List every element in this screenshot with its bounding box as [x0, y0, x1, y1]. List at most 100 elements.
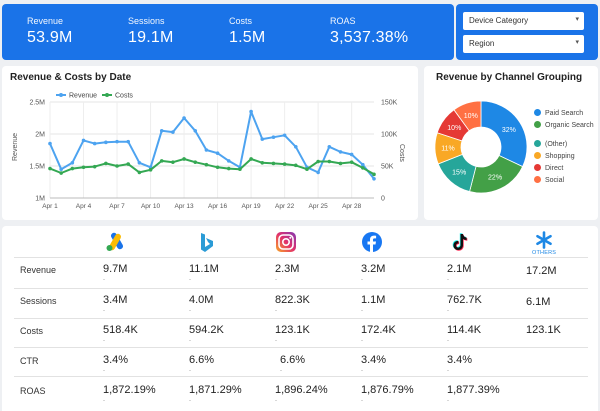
- data-point-revenue[interactable]: [193, 129, 198, 133]
- data-point-revenue[interactable]: [126, 139, 131, 144]
- data-point-costs[interactable]: [282, 162, 287, 166]
- data-point-revenue[interactable]: [204, 148, 209, 152]
- row-label: Costs: [20, 326, 44, 336]
- data-point-costs[interactable]: [148, 168, 153, 172]
- data-point-costs[interactable]: [137, 170, 142, 175]
- data-point-costs[interactable]: [193, 160, 198, 164]
- data-point-revenue[interactable]: [137, 161, 142, 165]
- data-point-costs[interactable]: [305, 167, 309, 171]
- data-point-costs[interactable]: [215, 165, 220, 170]
- data-point-costs[interactable]: [316, 159, 320, 164]
- dropdown-label: Region: [469, 39, 495, 48]
- y-left-tick-label: 1.5M: [29, 164, 45, 171]
- table-cell: 2.3M: [275, 263, 300, 275]
- data-point-revenue[interactable]: [81, 138, 86, 143]
- table-cell: 6.1M: [526, 296, 551, 308]
- data-point-revenue[interactable]: [372, 177, 376, 181]
- data-point-costs[interactable]: [48, 166, 52, 171]
- instagram-icon: [276, 232, 296, 252]
- series-line-revenue[interactable]: [49, 110, 375, 180]
- data-point-revenue[interactable]: [361, 162, 365, 167]
- kpi-revenue[interactable]: Revenue 53.9M: [27, 16, 72, 47]
- data-point-revenue[interactable]: [115, 139, 119, 144]
- data-point-revenue[interactable]: [316, 170, 320, 175]
- data-point-revenue[interactable]: [260, 137, 265, 141]
- data-point-costs[interactable]: [159, 159, 164, 163]
- data-point-revenue[interactable]: [215, 151, 220, 155]
- region-dropdown[interactable]: Region ▾: [463, 35, 584, 53]
- sub-mark: -: [447, 368, 449, 374]
- data-point-revenue[interactable]: [249, 109, 253, 114]
- data-point-costs[interactable]: [70, 166, 75, 171]
- legend-costs-swatch-dot: [105, 93, 109, 97]
- data-point-revenue[interactable]: [349, 152, 354, 157]
- data-point-costs[interactable]: [104, 161, 108, 166]
- data-point-costs[interactable]: [238, 167, 242, 171]
- sub-mark: -: [189, 277, 191, 283]
- legend-revenue-swatch-dot: [59, 93, 63, 97]
- data-point-costs[interactable]: [271, 161, 276, 166]
- data-point-costs[interactable]: [249, 157, 253, 161]
- legend-paid-search: Paid Search: [534, 109, 583, 117]
- y-right-tick-label: 150K: [381, 100, 398, 107]
- y-left-tick-label: 2.5M: [29, 100, 45, 107]
- row-label: CTR: [20, 356, 39, 366]
- data-point-costs[interactable]: [81, 165, 86, 170]
- table-cell: 3.4%: [361, 354, 387, 366]
- platform-table: OTHERS Revenue 9.7M 11.1M 2.3M 3.2M 2.1M…: [2, 226, 598, 411]
- data-point-revenue[interactable]: [171, 130, 175, 134]
- row-label: Revenue: [20, 265, 57, 275]
- data-point-revenue[interactable]: [338, 150, 343, 154]
- kpi-sessions[interactable]: Sessions 19.1M: [128, 16, 173, 47]
- device-category-dropdown[interactable]: Device Category ▾: [463, 12, 584, 30]
- data-point-costs[interactable]: [126, 162, 131, 166]
- data-point-revenue[interactable]: [271, 135, 276, 139]
- line-chart[interactable]: 2.5M 2M 1.5M 1M 150K 100K 50K 0 Apr 1 Apr 4 Apr 7 A…: [2, 66, 418, 220]
- data-point-costs[interactable]: [182, 157, 186, 161]
- data-point-costs[interactable]: [92, 164, 97, 169]
- data-point-costs[interactable]: [115, 164, 119, 168]
- pie-chart[interactable]: 32% 22% 15% 11% 10%10%: [424, 66, 598, 220]
- table-cell: 822.3K: [275, 294, 310, 306]
- data-point-costs[interactable]: [361, 166, 365, 170]
- pie-slice-paid-search[interactable]: [480, 100, 528, 168]
- data-point-costs[interactable]: [204, 162, 209, 167]
- data-point-revenue[interactable]: [92, 141, 97, 146]
- sub-mark: -: [447, 338, 449, 344]
- data-point-revenue[interactable]: [48, 141, 52, 146]
- data-point-revenue[interactable]: [327, 145, 332, 149]
- data-point-revenue[interactable]: [293, 145, 298, 149]
- data-point-revenue[interactable]: [104, 140, 108, 145]
- data-point-costs[interactable]: [226, 166, 231, 171]
- x-tick-label: Apr 13: [174, 203, 194, 210]
- data-point-revenue[interactable]: [70, 161, 75, 165]
- data-point-costs[interactable]: [372, 172, 376, 177]
- data-point-costs[interactable]: [327, 159, 332, 164]
- data-point-revenue[interactable]: [182, 116, 186, 120]
- y-right-tick-label: 100K: [381, 132, 398, 139]
- data-point-revenue[interactable]: [159, 129, 164, 133]
- data-point-costs[interactable]: [59, 171, 63, 175]
- data-point-revenue[interactable]: [226, 159, 231, 163]
- table-cell: 1.1M: [361, 294, 386, 306]
- pie-slice-social[interactable]: [453, 100, 482, 132]
- data-point-costs[interactable]: [349, 160, 354, 164]
- data-point-costs[interactable]: [171, 160, 175, 164]
- sub-mark: -: [361, 338, 363, 344]
- data-point-costs[interactable]: [338, 161, 343, 166]
- x-tick-label: Apr 10: [141, 203, 161, 210]
- table-cell: 1,876.79%: [361, 384, 414, 396]
- series-line-costs[interactable]: [49, 158, 375, 176]
- kpi-roas[interactable]: ROAS 3,537.38%: [330, 16, 408, 47]
- sub-mark: -: [189, 368, 191, 374]
- kpi-costs[interactable]: Costs 1.5M: [229, 16, 265, 47]
- data-point-revenue[interactable]: [282, 133, 287, 138]
- data-point-costs[interactable]: [293, 163, 298, 168]
- legend-shopping: Shopping: [534, 152, 575, 160]
- data-point-costs[interactable]: [260, 161, 265, 165]
- table-cell: 123.1K: [275, 324, 310, 336]
- legend-dot: [534, 176, 541, 183]
- legend-label: Organic Search: [545, 122, 594, 129]
- row-divider: [14, 288, 588, 289]
- data-point-revenue[interactable]: [59, 167, 63, 171]
